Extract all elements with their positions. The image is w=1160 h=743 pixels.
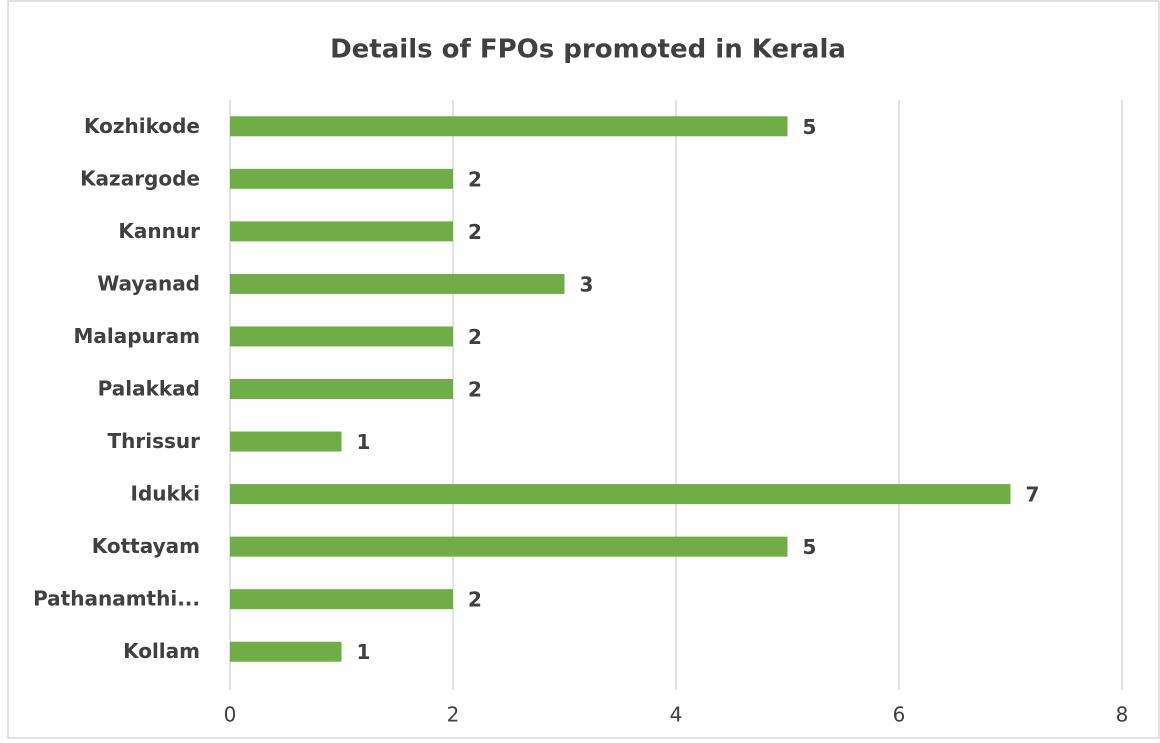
data-label: 5 — [803, 535, 817, 559]
bar — [230, 116, 788, 137]
y-tick-label: Kollam — [123, 639, 200, 663]
x-tick-label: 0 — [224, 703, 237, 727]
y-tick-label: Kottayam — [92, 534, 200, 558]
bar — [230, 641, 342, 662]
data-label: 2 — [468, 220, 482, 244]
data-label: 1 — [357, 430, 371, 454]
x-tick-label: 2 — [447, 703, 460, 727]
data-label: 5 — [803, 115, 817, 139]
y-tick-label: Kozhikode — [84, 114, 200, 138]
y-tick-label: Kannur — [118, 219, 200, 243]
data-label: 1 — [357, 640, 371, 664]
data-label: 3 — [580, 272, 594, 296]
data-label: 7 — [1026, 483, 1040, 507]
data-label: 2 — [468, 325, 482, 349]
x-tick-label: 6 — [893, 703, 906, 727]
chart-title: Details of FPOs promoted in Kerala — [330, 35, 846, 65]
y-tick-label: Idukki — [131, 482, 200, 506]
bar — [230, 536, 788, 557]
bar — [230, 589, 453, 610]
bar — [230, 168, 453, 189]
y-tick-label: Pathanamthi... — [33, 587, 200, 611]
y-tick-label: Malapuram — [73, 324, 200, 348]
data-label: 2 — [468, 378, 482, 402]
y-tick-label: Kazargode — [80, 166, 200, 190]
bar — [230, 431, 342, 452]
x-tick-label: 8 — [1116, 703, 1129, 727]
bar — [230, 379, 453, 399]
data-label: 2 — [468, 588, 482, 612]
data-label: 2 — [468, 167, 482, 191]
bar — [230, 273, 565, 294]
bar — [230, 221, 453, 242]
bar — [230, 326, 453, 347]
x-tick-label: 4 — [670, 703, 683, 727]
y-tick-label: Palakkad — [98, 377, 200, 401]
bar — [230, 484, 1011, 505]
y-tick-label: Wayanad — [97, 271, 200, 295]
y-tick-label: Thrissur — [107, 429, 200, 453]
chart-frame — [7, 0, 1160, 739]
